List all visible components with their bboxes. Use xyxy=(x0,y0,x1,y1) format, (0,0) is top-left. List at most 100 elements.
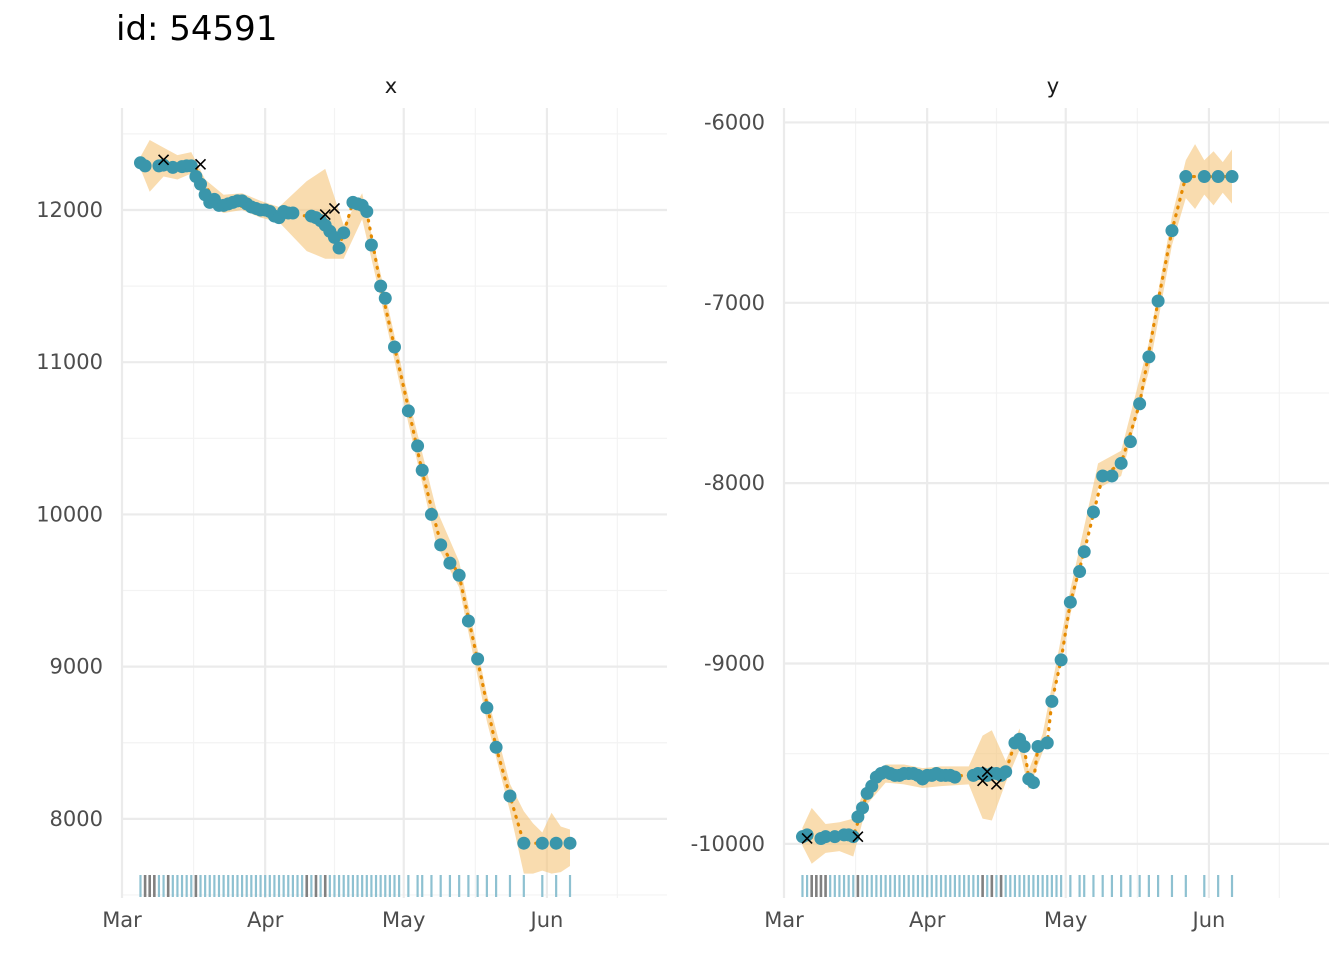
y-data-point xyxy=(1133,397,1147,411)
y-data-point xyxy=(1054,653,1068,667)
x-data-point xyxy=(194,177,208,191)
y-data-point xyxy=(1151,294,1165,308)
x-ytick-label: 9000 xyxy=(50,655,103,679)
x-data-point xyxy=(411,439,425,453)
y-data-point xyxy=(856,801,870,815)
y-band-area xyxy=(802,144,1233,864)
y-ytick-label: -8000 xyxy=(704,471,765,495)
panel-y-points xyxy=(795,170,1239,845)
panel-x-axes: 8000 9000 10000 11000 12000 Mar Apr May Jun xyxy=(36,198,563,932)
x-xtick-label: Jun xyxy=(529,908,564,932)
x-outlier-cross xyxy=(158,154,170,166)
y-outlier-cross xyxy=(801,832,813,845)
y-ytick-label: -6000 xyxy=(704,110,765,134)
x-data-point xyxy=(184,159,198,173)
panel-y-confidence-band xyxy=(802,144,1233,864)
x-data-point xyxy=(415,463,429,477)
facet-label-x: x xyxy=(385,74,397,98)
x-fit-line-path xyxy=(138,161,572,845)
x-xtick-label: Apr xyxy=(247,908,284,932)
panel-x-rug xyxy=(139,875,572,897)
y-data-point xyxy=(999,765,1013,779)
x-outlier-cross xyxy=(319,208,331,221)
x-data-point xyxy=(452,568,466,582)
y-xtick-label: Apr xyxy=(909,908,946,932)
y-ytick-label: -9000 xyxy=(704,652,765,676)
x-data-point xyxy=(332,241,346,255)
x-data-point xyxy=(138,159,152,173)
y-outlier-cross xyxy=(977,775,989,787)
panel-x-grid xyxy=(120,108,667,898)
x-data-point xyxy=(364,238,378,252)
chart-title: id: 54591 xyxy=(116,9,277,49)
y-outlier-cross xyxy=(981,766,993,778)
y-data-point xyxy=(1211,170,1225,184)
x-xtick-label: May xyxy=(382,908,425,932)
y-data-point xyxy=(1165,224,1179,238)
panel-y-rug xyxy=(801,875,1234,897)
x-ytick-label: 8000 xyxy=(50,807,103,831)
x-data-point xyxy=(517,836,531,850)
y-data-point xyxy=(819,830,833,844)
x-data-point xyxy=(563,836,577,850)
x-data-point xyxy=(360,205,374,219)
y-outlier-cross xyxy=(990,778,1003,790)
y-xtick-label: May xyxy=(1044,908,1087,932)
y-data-point xyxy=(1105,469,1119,483)
x-ytick-label: 12000 xyxy=(36,198,103,222)
y-data-point xyxy=(1077,545,1091,559)
y-data-point xyxy=(1063,595,1077,609)
x-data-point xyxy=(549,836,563,850)
y-data-point xyxy=(1026,776,1040,790)
x-data-point xyxy=(388,340,401,354)
panel-x-confidence-band xyxy=(140,139,571,874)
x-data-point xyxy=(535,836,549,850)
y-xtick-label: Jun xyxy=(1191,908,1226,932)
y-data-point xyxy=(800,828,814,842)
y-ytick-label: -7000 xyxy=(704,291,765,315)
x-data-point xyxy=(374,279,388,293)
y-data-point xyxy=(846,830,860,844)
y-xtick-label: Mar xyxy=(764,908,804,932)
x-data-point xyxy=(337,226,351,240)
x-data-point xyxy=(378,291,392,305)
x-data-point xyxy=(401,404,415,418)
facet-label-y: y xyxy=(1047,74,1059,98)
y-data-point xyxy=(1017,739,1031,753)
x-outlier-cross xyxy=(328,202,341,215)
x-data-point xyxy=(424,507,438,521)
y-outlier-cross xyxy=(852,831,864,843)
x-ytick-label: 11000 xyxy=(36,350,103,374)
panel-y-grid xyxy=(782,108,1329,898)
panel-x-points xyxy=(133,156,577,850)
y-data-point xyxy=(1086,505,1100,519)
y-data-point xyxy=(1045,694,1059,708)
x-xtick-label: Mar xyxy=(102,908,142,932)
x-data-point xyxy=(489,740,503,754)
x-ytick-label: 10000 xyxy=(36,502,103,526)
panel-y: -10000 -9000 -8000 -7000 -6000 Mar Apr May Jun y xyxy=(691,74,1329,932)
panel-x-crosses xyxy=(158,154,341,221)
x-data-point xyxy=(286,206,300,220)
panel-y-axes: -10000 -9000 -8000 -7000 -6000 Mar Apr May Jun xyxy=(691,110,1226,932)
panel-y-crosses xyxy=(801,766,1003,845)
x-data-point xyxy=(471,652,485,666)
x-data-point xyxy=(434,538,448,552)
y-ytick-label: -10000 xyxy=(691,832,765,856)
y-data-point xyxy=(1096,469,1110,483)
x-data-point xyxy=(443,556,457,570)
panel-x: 8000 9000 10000 11000 12000 Mar Apr May Jun x xyxy=(36,74,667,932)
y-data-point xyxy=(1142,350,1156,364)
y-data-point xyxy=(1123,435,1137,449)
y-data-point xyxy=(1073,565,1087,579)
x-outlier-cross xyxy=(194,158,207,170)
y-data-point xyxy=(1225,170,1239,184)
y-data-point xyxy=(1197,170,1211,184)
y-data-point xyxy=(1114,456,1128,470)
x-data-point xyxy=(503,789,517,803)
y-data-point xyxy=(1179,170,1193,184)
y-data-point xyxy=(1040,736,1054,750)
y-data-point xyxy=(948,770,962,784)
x-band-area xyxy=(140,139,571,874)
